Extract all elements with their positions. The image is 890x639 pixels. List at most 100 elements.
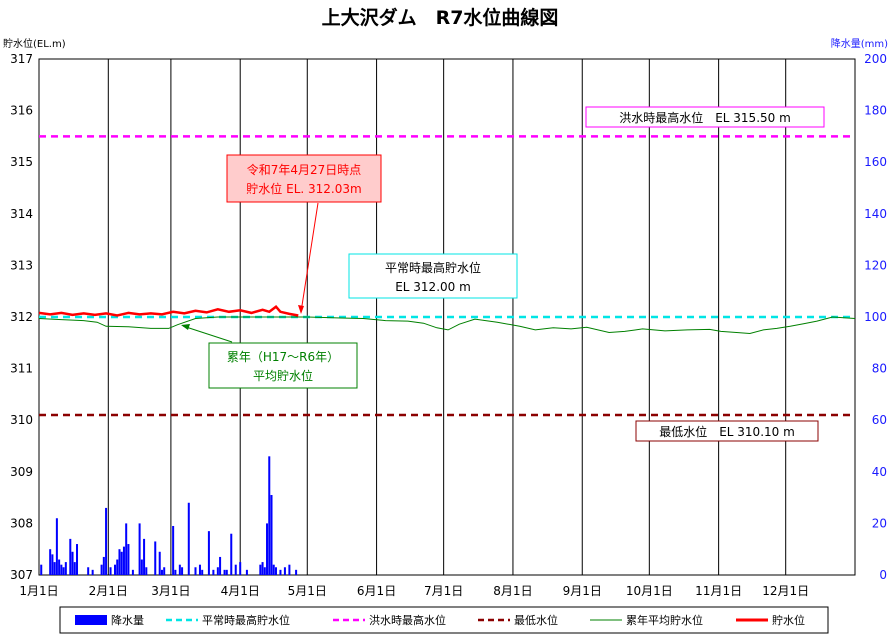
x-tick-label: 6月1日 [357, 584, 396, 598]
precip-bar [272, 564, 275, 575]
y-left-tick-label: 316 [10, 104, 33, 118]
precip-bar [160, 569, 163, 575]
y-left-tick-label: 307 [10, 568, 33, 582]
reference-lines [39, 135, 855, 417]
precip-bar [109, 567, 112, 575]
precip-bar [60, 564, 63, 575]
precip-bar [234, 564, 237, 575]
precip-bars [40, 456, 298, 575]
precip-bar [225, 569, 228, 575]
precip-bar [154, 541, 157, 575]
legend-avg-label: 累年平均貯水位 [626, 613, 703, 627]
y-left-tick-label: 313 [10, 258, 33, 272]
x-tick-label: 8月1日 [493, 584, 532, 598]
y-right-tick-label: 40 [872, 465, 887, 479]
left-ticks: 307 308 309 310 311 312 313 314 315 316 317 [10, 52, 33, 582]
current-pointer [300, 202, 319, 313]
current-label-box [226, 154, 382, 203]
current-label-line2: 貯水位 EL. 312.03m [246, 181, 361, 196]
precip-bar [58, 559, 61, 575]
y-left-tick-label: 310 [10, 413, 33, 427]
y-right-tick-label: 180 [864, 104, 887, 118]
normal-label-line1: 平常時最高貯水位 [385, 260, 481, 275]
x-tick-label: 1月1日 [19, 584, 58, 598]
precip-bar [69, 538, 72, 575]
precip-bar [49, 549, 52, 575]
y-left-tick-label: 314 [10, 207, 33, 221]
precip-bar [40, 564, 43, 575]
precip-bar [163, 567, 166, 575]
x-tick-label: 12月1日 [762, 584, 809, 598]
precip-bar [174, 569, 177, 575]
right-axis-label: 降水量(mm) [831, 37, 888, 50]
precip-bar [125, 523, 128, 575]
normal-label-line2: EL 312.00 m [395, 280, 471, 294]
precip-bar [259, 564, 262, 575]
precip-bar [105, 507, 108, 575]
precip-bar [261, 562, 264, 575]
precip-bar [239, 562, 242, 575]
precip-bar [87, 567, 90, 575]
precip-bar [279, 569, 282, 575]
precip-bar [245, 569, 248, 575]
precip-bar [158, 551, 161, 575]
y-left-tick-label: 312 [10, 310, 33, 324]
precip-bar [198, 564, 201, 575]
precip-bar [181, 567, 184, 575]
precip-bar [53, 562, 56, 575]
y-right-tick-label: 200 [864, 52, 887, 66]
precip-bar [216, 567, 219, 575]
legend-current-label: 貯水位 [772, 613, 805, 627]
y-right-tick-label: 80 [872, 362, 887, 376]
y-left-tick-label: 315 [10, 155, 33, 169]
x-tick-label: 2月1日 [89, 584, 128, 598]
precip-bar [288, 564, 291, 575]
precip-bar [131, 569, 134, 575]
y-right-tick-label: 120 [864, 258, 887, 272]
flood-label: 洪水時最高水位 EL 315.50 m [619, 110, 791, 125]
precip-bar [64, 562, 67, 575]
legend-flood-label: 洪水時最高水位 [369, 613, 446, 627]
y-left-tick-label: 309 [10, 465, 33, 479]
precip-bar [138, 523, 141, 575]
current-level-line [38, 304, 299, 317]
flood-label-box [585, 106, 825, 128]
legend-normal-label: 平常時最高貯水位 [202, 613, 290, 627]
y-right-tick-label: 100 [864, 310, 887, 324]
precip-bar [140, 559, 143, 575]
y-right-tick-label: 140 [864, 207, 887, 221]
precip-bar [55, 518, 58, 575]
precip-bar [268, 456, 271, 575]
normal-label-box [348, 253, 518, 299]
y-right-tick-label: 20 [872, 516, 887, 530]
y-right-tick-label: 60 [872, 413, 887, 427]
normal-annotation: 平常時最高貯水位 EL 312.00 m [348, 253, 518, 299]
flood-annotation: 洪水時最高水位 EL 315.50 m [585, 106, 825, 128]
min-label: 最低水位 EL 310.10 m [659, 424, 795, 439]
precip-bar [274, 567, 277, 575]
x-ticks: 1月1日 2月1日 3月1日 4月1日 5月1日 6月1日 7月1日 8月1日 9月1日 10月1… [19, 584, 809, 598]
legend: 降水量 平常時最高貯水位 洪水時最高水位 最低水位 累年平均貯水位 貯水位 [59, 606, 829, 634]
precip-bar [283, 567, 286, 575]
avg-annotation: 累年（H17～R6年） 平均貯水位 [181, 324, 358, 389]
precip-bar [71, 551, 74, 575]
current-label-line1: 令和7年4月27日時点 [247, 162, 362, 177]
x-tick-label: 4月1日 [221, 584, 260, 598]
min-label-box [635, 420, 819, 442]
precip-bar [127, 544, 130, 575]
precip-bar [91, 569, 94, 575]
legend-precip-swatch [75, 615, 107, 625]
x-tick-label: 7月1日 [424, 584, 463, 598]
precip-bar [270, 495, 273, 575]
precip-bar [102, 556, 105, 575]
precip-bar [116, 559, 119, 575]
precip-bar [187, 502, 190, 575]
precip-bar [223, 569, 226, 575]
legend-min-label: 最低水位 [514, 613, 558, 627]
avg-level-line [38, 316, 856, 335]
avg-label-line2: 平均貯水位 [253, 368, 313, 383]
precip-bar [295, 569, 298, 575]
avg-label-box [208, 342, 358, 389]
precip-bar [230, 533, 233, 575]
